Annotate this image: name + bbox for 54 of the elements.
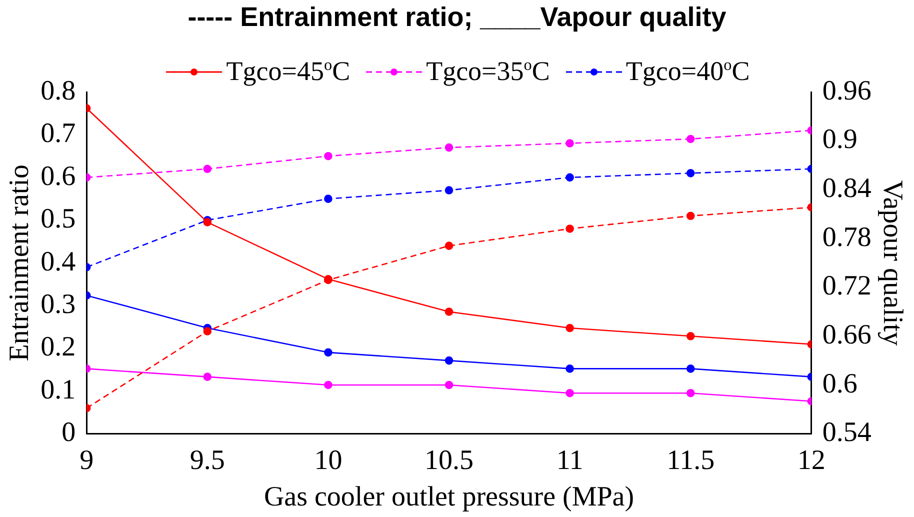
x-tick-label: 9 <box>80 444 94 476</box>
point <box>686 364 695 373</box>
x-tick-label: 10 <box>314 444 342 476</box>
point <box>686 134 695 144</box>
x-tick-label: 9.5 <box>190 444 225 476</box>
point <box>444 143 454 152</box>
point <box>686 212 695 220</box>
y2-tick-label: 0.96 <box>822 75 872 106</box>
point <box>566 139 574 148</box>
y-tick-label: 0.7 <box>40 118 76 150</box>
point <box>566 324 574 332</box>
y-tick-label: 0.8 <box>40 75 76 106</box>
legend-label: Tgco=40$^{o}$C <box>626 56 750 87</box>
point <box>566 224 574 233</box>
point <box>686 169 695 178</box>
point <box>444 242 454 250</box>
y-axis-title: Entrainment ratio <box>4 164 36 362</box>
point <box>566 173 574 182</box>
legend-label: Tgco=45$^{o}$C <box>226 56 350 87</box>
x-tick-label: 10.5 <box>424 444 474 476</box>
x-tick-label: 11 <box>556 444 584 476</box>
point <box>444 380 454 390</box>
y2-tick-label: 0.84 <box>822 173 872 204</box>
point <box>566 364 574 373</box>
y2-tick-label: 0.6 <box>822 368 858 400</box>
point <box>324 194 332 203</box>
y-tick-label: 0.6 <box>40 160 76 192</box>
point <box>444 356 454 365</box>
point <box>324 348 332 357</box>
point <box>324 380 332 390</box>
point <box>203 164 212 174</box>
y2-tick-label: 0.72 <box>822 270 872 302</box>
y2-tick-label: 0.78 <box>822 222 872 253</box>
point <box>444 308 454 316</box>
y2-tick-label: 0.9 <box>822 124 858 156</box>
y2-tick-label: 0.66 <box>822 320 872 350</box>
legend-label: Tgco=35$^{o}$C <box>426 56 550 87</box>
point <box>566 388 574 398</box>
x-tick-label: 11.5 <box>666 444 715 476</box>
y-tick-label: 0.2 <box>40 332 76 363</box>
point <box>686 332 695 340</box>
point <box>203 327 212 336</box>
point <box>444 186 454 194</box>
point <box>203 372 212 381</box>
y-tick-label: 0 <box>62 417 76 448</box>
y-tick-label: 0.5 <box>40 204 76 235</box>
point <box>686 388 695 398</box>
x-axis-title: Gas cooler outlet pressure (MPa) <box>264 482 634 513</box>
y2-axis-title: Vapour quality <box>876 180 908 346</box>
chart-title: ----- Entrainment ratio; ____Vapour quality <box>186 2 728 33</box>
y-tick-label: 0.3 <box>40 288 76 320</box>
y-tick-label: 0.4 <box>40 246 76 278</box>
y-tick-label: 0.1 <box>40 374 76 406</box>
point <box>324 152 332 160</box>
